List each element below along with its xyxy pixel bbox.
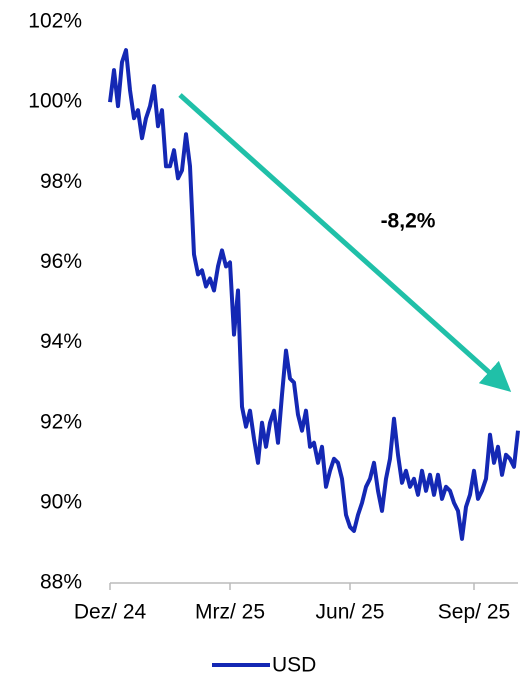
line-series (108, 48, 520, 541)
y-tick-label: 88% (40, 571, 82, 594)
trend-arrow (178, 93, 512, 393)
y-tick-label: 92% (40, 410, 82, 433)
y-tick-label: 102% (28, 10, 82, 33)
y-tick-label: 100% (28, 90, 82, 113)
y-tick-label: 98% (40, 170, 82, 193)
x-tick-label: Jun/ 25 (316, 601, 385, 624)
legend-label: USD (272, 654, 316, 677)
x-tick-label: Mrz/ 25 (195, 601, 265, 624)
x-tick-label: Sep/ 25 (438, 601, 510, 624)
y-tick-label: 96% (40, 250, 82, 273)
y-tick-label: 94% (40, 330, 82, 353)
y-tick-label: 90% (40, 490, 82, 513)
annotation: -8,2% (381, 210, 436, 233)
x-tick-label: Dez/ 24 (74, 601, 147, 624)
